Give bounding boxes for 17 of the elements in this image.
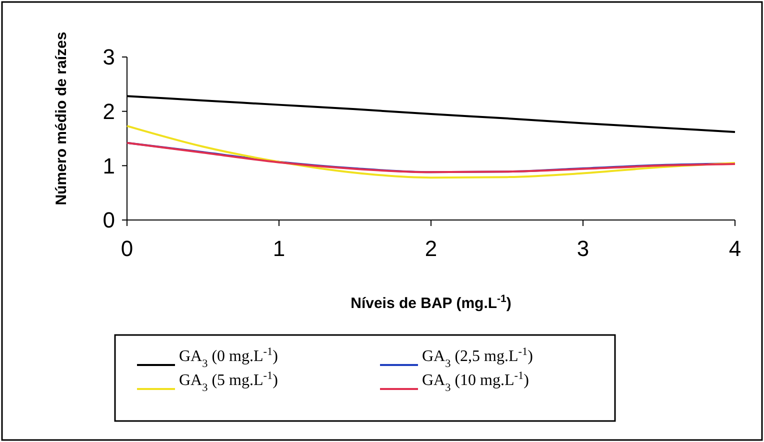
x-axis-title: Níveis de BAP (mg.L$^{-1}$): [350, 293, 512, 312]
x-tick-label: 0: [120, 236, 134, 261]
line-series: [126, 125, 736, 179]
y-tick-label: 0: [102, 208, 115, 233]
y-axis-title: Número médio de raízes: [53, 32, 70, 206]
legend-label: GA$_{3}$ (0 mg.L$^{-1}$): [179, 346, 278, 370]
legend-label: GA$_{3}$ (10 mg.L$^{-1}$): [422, 370, 529, 394]
y-tick-label: 1: [102, 153, 115, 178]
line-series: [126, 142, 736, 174]
y-tick-label: 2: [102, 99, 115, 124]
x-tick-label: 3: [576, 236, 590, 261]
x-tick-label: 2: [424, 236, 438, 261]
x-tick-label: 4: [728, 236, 742, 261]
legend-label: GA$_{3}$ (5 mg.L$^{-1}$): [179, 370, 278, 394]
x-tick-label: 1: [272, 236, 286, 261]
y-tick-label: 3: [102, 44, 115, 70]
legend-label: GA$_{3}$ (2,5 mg.L$^{-1}$): [422, 346, 533, 370]
